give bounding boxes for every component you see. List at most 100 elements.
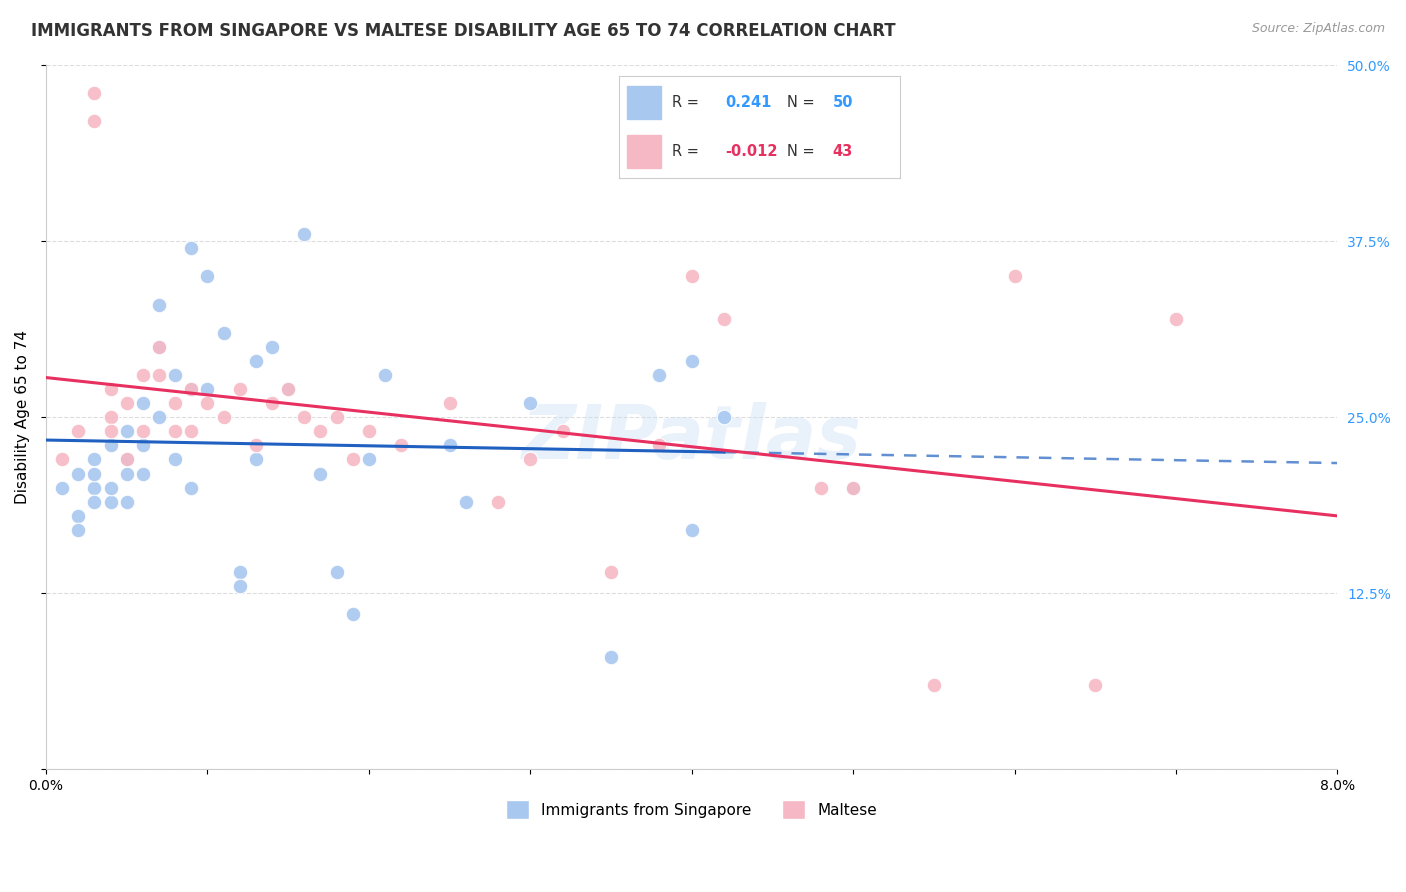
Point xyxy=(1084,678,1107,692)
Bar xyxy=(627,87,661,119)
Point xyxy=(100,438,122,452)
Point xyxy=(67,523,90,537)
Point xyxy=(67,508,90,523)
Point xyxy=(100,410,122,425)
Point xyxy=(389,438,412,452)
Point xyxy=(681,269,703,284)
Point xyxy=(212,326,235,340)
Point xyxy=(83,87,105,101)
Point xyxy=(100,382,122,396)
Point xyxy=(100,481,122,495)
Bar xyxy=(627,136,661,168)
Point xyxy=(148,410,170,425)
Point xyxy=(165,452,187,467)
Point xyxy=(115,425,138,439)
Point xyxy=(292,410,315,425)
Point xyxy=(83,114,105,128)
Point xyxy=(713,410,735,425)
Point xyxy=(342,452,364,467)
Point xyxy=(83,494,105,508)
Point xyxy=(357,452,380,467)
Point xyxy=(115,452,138,467)
Point xyxy=(228,579,250,593)
Text: R =: R = xyxy=(672,145,703,160)
Point xyxy=(551,425,574,439)
Point xyxy=(148,297,170,311)
Point xyxy=(197,269,219,284)
Point xyxy=(922,678,945,692)
Point xyxy=(180,425,202,439)
Point xyxy=(519,452,541,467)
Point xyxy=(132,425,155,439)
Point xyxy=(245,452,267,467)
Point xyxy=(148,368,170,382)
Point xyxy=(132,368,155,382)
Point xyxy=(180,382,202,396)
Text: Source: ZipAtlas.com: Source: ZipAtlas.com xyxy=(1251,22,1385,36)
Point xyxy=(180,241,202,255)
Point xyxy=(439,396,461,410)
Point xyxy=(165,425,187,439)
Point xyxy=(115,467,138,481)
Point xyxy=(648,368,671,382)
Point xyxy=(842,481,865,495)
Point xyxy=(277,382,299,396)
Point xyxy=(115,396,138,410)
Point xyxy=(100,494,122,508)
Point xyxy=(83,467,105,481)
Point xyxy=(228,382,250,396)
Point xyxy=(648,438,671,452)
Point xyxy=(148,340,170,354)
Point xyxy=(1004,269,1026,284)
Point xyxy=(260,396,283,410)
Point xyxy=(245,354,267,368)
Text: N =: N = xyxy=(787,145,815,160)
Point xyxy=(439,438,461,452)
Point xyxy=(357,425,380,439)
Point xyxy=(713,311,735,326)
Text: 50: 50 xyxy=(832,95,853,110)
Point xyxy=(681,523,703,537)
Text: -0.012: -0.012 xyxy=(725,145,778,160)
Point xyxy=(277,382,299,396)
Point xyxy=(342,607,364,622)
Point xyxy=(132,438,155,452)
Y-axis label: Disability Age 65 to 74: Disability Age 65 to 74 xyxy=(15,330,30,504)
Point xyxy=(260,340,283,354)
Point xyxy=(115,494,138,508)
Point xyxy=(180,382,202,396)
Point xyxy=(519,396,541,410)
Point xyxy=(486,494,509,508)
Point xyxy=(165,396,187,410)
Text: R =: R = xyxy=(672,95,703,110)
Point xyxy=(67,467,90,481)
Text: ZIPatlas: ZIPatlas xyxy=(522,401,862,475)
Point xyxy=(681,354,703,368)
Point xyxy=(600,565,623,579)
Point xyxy=(842,481,865,495)
Point xyxy=(148,340,170,354)
Point xyxy=(600,649,623,664)
Text: IMMIGRANTS FROM SINGAPORE VS MALTESE DISABILITY AGE 65 TO 74 CORRELATION CHART: IMMIGRANTS FROM SINGAPORE VS MALTESE DIS… xyxy=(31,22,896,40)
Point xyxy=(100,425,122,439)
Point xyxy=(245,438,267,452)
Legend: Immigrants from Singapore, Maltese: Immigrants from Singapore, Maltese xyxy=(501,794,883,825)
Text: N =: N = xyxy=(787,95,815,110)
Point xyxy=(180,481,202,495)
Point xyxy=(51,452,73,467)
Point xyxy=(197,396,219,410)
Point xyxy=(132,467,155,481)
Point xyxy=(165,368,187,382)
Point xyxy=(325,565,347,579)
Point xyxy=(212,410,235,425)
Point xyxy=(115,452,138,467)
Point xyxy=(454,494,477,508)
Point xyxy=(51,481,73,495)
Text: 0.241: 0.241 xyxy=(725,95,772,110)
Point xyxy=(309,425,332,439)
Point xyxy=(374,368,396,382)
Point xyxy=(67,425,90,439)
Point xyxy=(1164,311,1187,326)
Point xyxy=(325,410,347,425)
Point xyxy=(309,467,332,481)
